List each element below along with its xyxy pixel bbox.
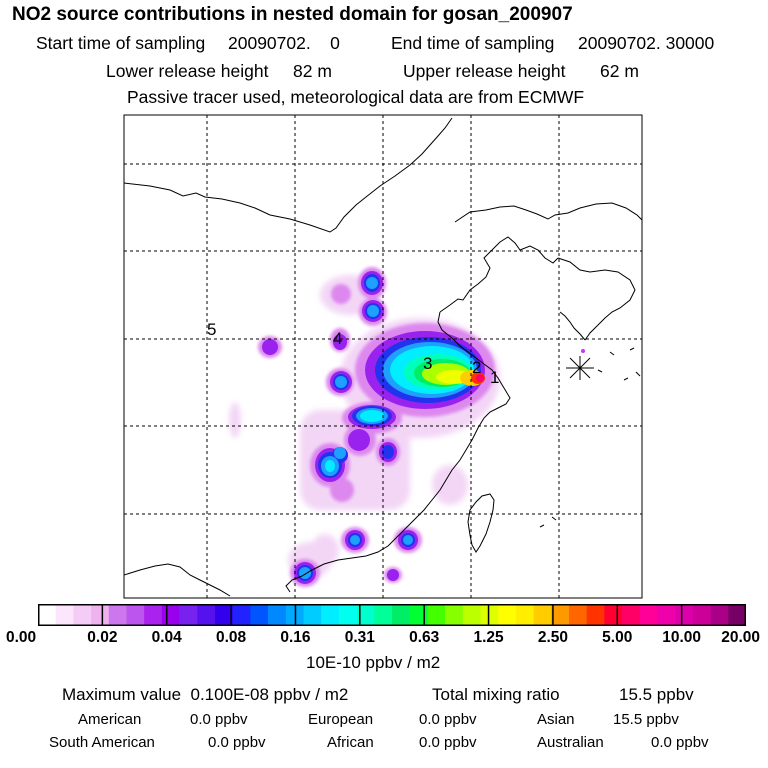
colorbar-swatch [73, 604, 92, 626]
region-african-value: 0.0 ppbv [419, 734, 477, 751]
region-european-value: 0.0 ppbv [419, 711, 477, 728]
colorbar-swatch [639, 604, 658, 626]
region-european-name: European [308, 711, 374, 728]
colorbar-tick-label: 0.31 [344, 629, 375, 646]
tracer-note: Passive tracer used, meteorological data… [127, 87, 585, 107]
colorbar-swatch [480, 604, 499, 626]
region-australian-name: Australian [537, 734, 604, 751]
colorbar-swatch [232, 604, 251, 626]
colorbar-swatch [392, 604, 410, 626]
colorbar-swatch [338, 604, 357, 626]
end-time-value: 20090702. 30000 [578, 33, 715, 53]
region-asian-name: Asian [537, 711, 575, 728]
colorbar-swatch [445, 604, 464, 626]
colorbar-swatch [586, 604, 605, 626]
lower-height-value: 82 m [293, 61, 332, 81]
upper-height-value: 62 m [600, 61, 639, 81]
colorbar-swatch [427, 604, 446, 626]
total-mixing-label: Total mixing ratio [432, 685, 560, 704]
colorbar-swatch [604, 604, 623, 626]
colorbar-swatch [144, 604, 163, 626]
colorbar-swatch [303, 604, 322, 626]
colorbar-swatch [622, 604, 641, 626]
upper-height-label: Upper release height [403, 61, 566, 81]
colorbar-swatch [374, 604, 393, 626]
colorbar-swatch [91, 604, 110, 626]
colorbar-swatch [675, 604, 694, 626]
colorbar-swatch [161, 604, 180, 626]
asterisk-receptor-icon [566, 356, 594, 380]
colorbar-tick-label: 0.02 [87, 629, 118, 646]
max-value: 0.100E-08 ppbv / m2 [190, 685, 349, 704]
source-label-4: 4 [333, 329, 342, 348]
colorbar-swatch [710, 604, 729, 626]
lower-height-label: Lower release height [106, 61, 269, 81]
colorbar-swatch [569, 604, 587, 626]
end-time-label: End time of sampling [391, 33, 555, 53]
colorbar-swatch [38, 604, 56, 626]
max-value-line: Maximum value 0.100E-08 ppbv / m2 [62, 685, 348, 705]
region-american-name: American [78, 711, 142, 728]
region-south-american-value: 0.0 ppbv [208, 734, 266, 751]
colorbar-swatch [55, 604, 74, 626]
region-south-american-name: South American [49, 734, 155, 751]
region-asian-value: 15.5 ppbv [613, 711, 679, 728]
colorbar-swatch [215, 604, 233, 626]
colorbar [38, 604, 746, 626]
colorbar-tick-label: 5.00 [602, 629, 633, 646]
total-mixing-value: 15.5 ppbv [619, 685, 694, 704]
colorbar-tick-label: 20.00 [721, 629, 760, 646]
colorbar-swatch [533, 604, 552, 626]
colorbar-swatch [692, 604, 711, 626]
max-value-label: Maximum value [62, 685, 182, 704]
source-label-1: 1 [490, 368, 499, 387]
colorbar-swatch [409, 604, 428, 626]
colorbar-swatch [657, 604, 676, 626]
colorbar-swatch [728, 604, 746, 626]
colorbar-swatch [108, 604, 127, 626]
colorbar-swatch [515, 604, 534, 626]
lat-lon-grid [124, 115, 642, 598]
start-time-label: Start time of sampling [36, 33, 206, 53]
map-frame [123, 114, 643, 599]
colorbar-units: 10E-10 ppbv / m2 [306, 653, 441, 672]
colorbar-swatch [498, 604, 517, 626]
colorbar-swatch [551, 604, 570, 626]
concentration-field [124, 115, 642, 598]
colorbar-tick-label: 0.63 [409, 629, 440, 646]
start-time-value: 20090702. 0 [228, 33, 340, 53]
colorbar-border [38, 604, 746, 626]
colorbar-tick-label: 10.00 [662, 629, 702, 646]
colorbar-swatch [179, 604, 198, 626]
colorbar-tick-label: 0.04 [151, 629, 182, 646]
plot-title: NO2 source contributions in nested domai… [12, 4, 573, 25]
colorbar-swatch [268, 604, 287, 626]
colorbar-swatch [321, 604, 340, 626]
region-african-name: African [327, 734, 374, 751]
colorbar-swatch [356, 604, 375, 626]
colorbar-tick-label: 0.08 [215, 629, 247, 646]
colorbar-tick-label: 1.25 [473, 629, 504, 646]
colorbar-swatch [126, 604, 145, 626]
source-label-5: 5 [207, 320, 216, 339]
colorbar-tick-label: 0.16 [280, 629, 311, 646]
region-american-value: 0.0 ppbv [190, 711, 248, 728]
region-australian-value: 0.0 ppbv [651, 734, 709, 751]
source-label-2: 2 [472, 358, 481, 377]
colorbar-swatch [250, 604, 269, 626]
colorbar-tick-label: 0.00 [6, 629, 37, 646]
source-label-3: 3 [423, 354, 432, 373]
receptor-dot [581, 349, 585, 353]
colorbar-swatch [197, 604, 216, 626]
coastline [124, 117, 642, 597]
colorbar-swatch [462, 604, 481, 626]
colorbar-tick-label: 2.50 [537, 629, 568, 646]
